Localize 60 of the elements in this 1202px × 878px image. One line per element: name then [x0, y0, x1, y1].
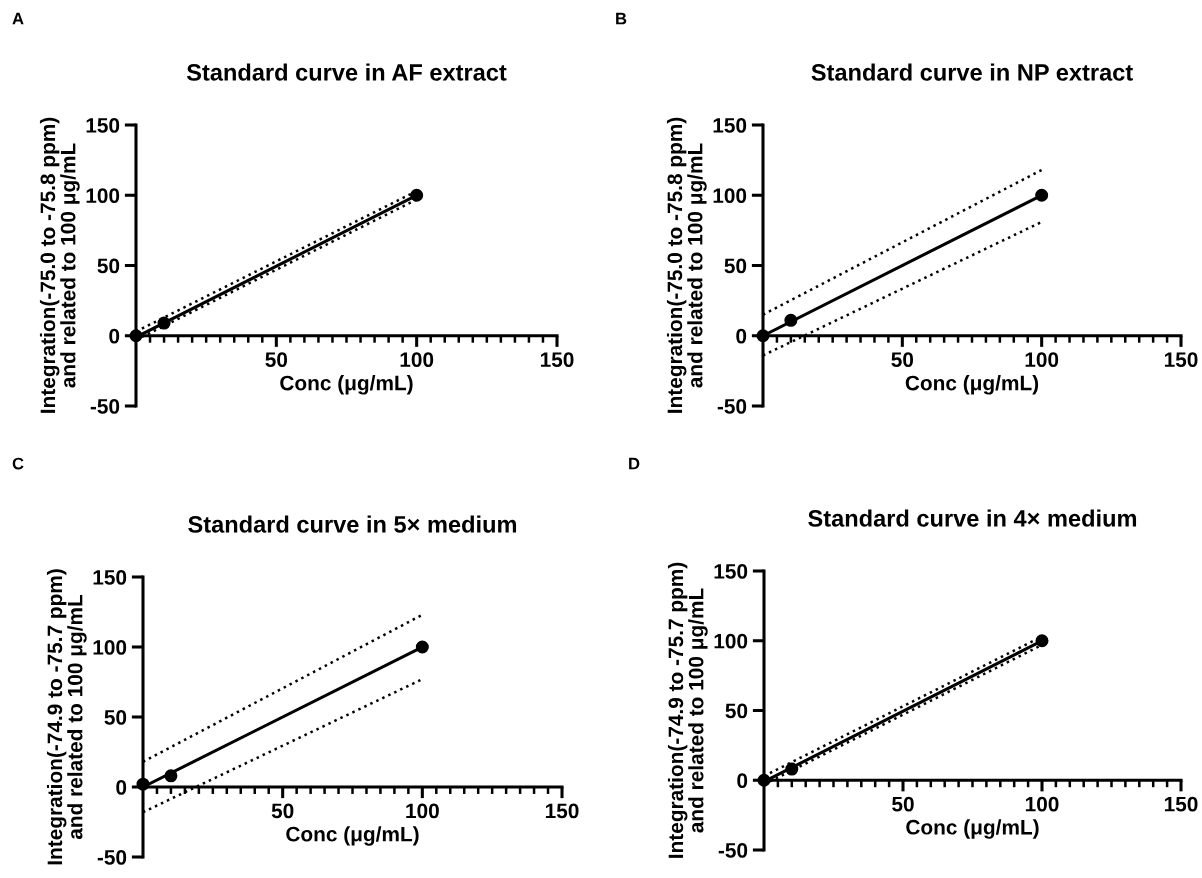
point [784, 313, 798, 327]
point [1035, 634, 1049, 648]
y-axis-title: Integration(-75.0 to -75.8 ppm) and related to 100 μg/mL [666, 117, 707, 413]
text: A [12, 12, 24, 25]
x-axis-title: Conc (μg/mL) [280, 375, 413, 395]
y-tick-label: 50 [104, 710, 127, 725]
y-tick-label: 50 [725, 703, 748, 719]
x-tick-label: 150 [540, 352, 574, 368]
y-tick-label: -50 [90, 399, 120, 414]
x-tick-label: 150 [1164, 796, 1198, 812]
y-tick-label: 0 [109, 328, 120, 344]
x-tick-label: 100 [1025, 352, 1059, 368]
y-tick-label: 100 [714, 633, 748, 649]
text: B [616, 12, 627, 25]
x-tick-label: 50 [271, 803, 294, 819]
point [164, 769, 178, 783]
y-tick-label: -50 [717, 399, 747, 414]
point [757, 773, 771, 787]
x-axis-title: Conc (μg/mL) [905, 375, 1039, 395]
text: D [629, 457, 640, 470]
point [129, 329, 143, 343]
x-tick-label: 100 [406, 803, 439, 819]
point [415, 640, 429, 654]
text: C [12, 457, 24, 470]
x-tick-label: 150 [545, 803, 579, 819]
y-tick-label: 100 [713, 188, 747, 203]
point [756, 329, 770, 343]
y-axis-title: Integration(-75.0 to -75.8 ppm) and related to 100 μg/mL [39, 117, 80, 413]
chart-title: Standard curve in 5× medium [188, 515, 517, 533]
chart-title: Standard curve in 4× medium [808, 509, 1137, 527]
y-tick-label: 150 [86, 118, 120, 133]
x-tick-label: 100 [400, 352, 434, 368]
y-tick-label: 100 [93, 640, 127, 655]
chart-title: Standard curve in AF extract [186, 63, 507, 81]
x-tick-label: 100 [1025, 796, 1059, 812]
y-tick-label: 0 [736, 328, 747, 344]
x-tick-label: 50 [265, 352, 288, 368]
x-tick-label: 50 [892, 796, 914, 812]
y-tick-label: 50 [724, 258, 747, 274]
y-tick-label: 100 [86, 188, 120, 203]
y-tick-label: 150 [714, 564, 748, 579]
y-tick-label: -50 [718, 843, 748, 858]
y-tick-label: 150 [713, 118, 747, 133]
y-tick-label: 50 [97, 258, 120, 274]
y-tick-label: 150 [93, 570, 127, 585]
y-axis-title: Integration(-74.9 to -75.7 ppm) and related to 100 μg/mL [667, 562, 708, 858]
x-tick-label: 50 [891, 352, 914, 368]
point [1035, 188, 1049, 202]
point [410, 188, 424, 202]
y-axis-title: Integration(-74.9 to -75.7 ppm) and related to 100 μg/mL [46, 569, 87, 865]
x-axis-title: Conc (μg/mL) [286, 826, 419, 846]
y-tick-label: 0 [737, 773, 748, 788]
point [157, 316, 171, 330]
y-tick-label: -50 [97, 850, 127, 865]
x-tick-label: 150 [1164, 352, 1198, 368]
x-axis-title: Conc (μg/mL) [906, 819, 1039, 839]
chart-title: Standard curve in NP extract [811, 63, 1133, 81]
point [785, 762, 799, 776]
y-tick-label: 0 [116, 780, 127, 795]
point [136, 777, 150, 791]
